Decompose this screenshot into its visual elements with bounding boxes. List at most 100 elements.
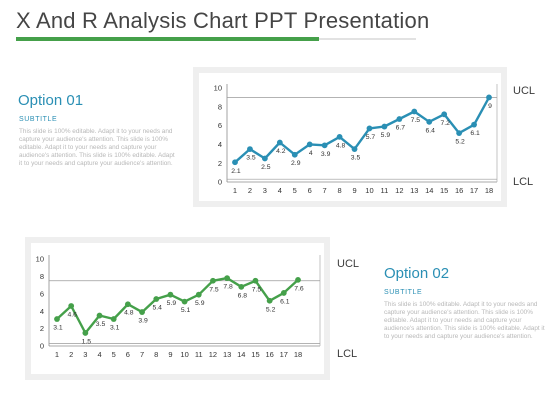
data-label: 3.9 [138,318,148,325]
chart-1-lcl-label: LCL [513,176,534,188]
x-tick-label: 9 [168,350,172,359]
option-2-subtitle: SUBTITLE [384,289,423,296]
x-tick-label: 13 [223,350,231,359]
x-tick-label: 14 [425,186,433,195]
data-point [181,298,188,305]
series-line [56,276,299,335]
x-tick-label: 17 [280,350,288,359]
y-tick-label: 8 [40,272,44,281]
x-tick-label: 3 [263,186,267,195]
data-point [411,108,418,115]
option-1-body: This slide is 100% editable. Adapt it to… [19,128,175,168]
title-accent-bar [16,37,319,41]
data-point [306,141,313,148]
series-line [234,96,491,164]
data-label: 5.1 [181,307,191,314]
chart-2-lcl-label: LCL [337,348,358,360]
x-tick-label: 17 [470,186,478,195]
x-tick-label: 4 [97,350,101,359]
data-point [366,125,373,132]
data-point [238,283,245,290]
data-label: 2.9 [291,160,301,167]
data-label: 3.9 [321,151,331,158]
data-point [167,291,174,298]
data-label: 4.8 [124,310,134,317]
data-point [291,151,298,158]
data-point [426,118,433,125]
chart-1-card: 0 2 4 6 8 10 1 2 3 4 5 6 7 8 9 10 11 12 13 14 15 16 17 18 2.1 3.5… [193,67,507,207]
data-label: 6.7 [396,125,406,132]
data-label: 6.8 [238,292,248,299]
data-point [82,330,89,336]
data-point [68,303,75,309]
y-tick-label: 0 [218,178,222,187]
data-label: 5.9 [167,300,177,307]
option-2-body: This slide is 100% editable. Adapt it to… [384,301,545,341]
data-point [139,309,145,315]
data-point [252,277,259,284]
x-tick-label: 18 [294,350,302,359]
data-point [124,301,131,308]
data-label: 3.5 [96,321,106,328]
y-tick-label: 4 [40,307,44,316]
data-point [336,133,343,140]
data-point [486,94,492,101]
x-tick-label: 15 [440,186,448,195]
data-label: 2.5 [261,164,271,171]
data-label: 7.5 [209,286,219,293]
chart-2-panel: 0 2 4 6 8 10 1 2 3 4 5 6 7 8 9 10 11 12 13 14 15 16 17 18 3.1 4.6… [31,243,324,374]
data-label: 7.5 [252,286,262,293]
x-tick-label: 4 [278,186,282,195]
y-tick-label: 8 [218,102,222,111]
x-tick-label: 5 [293,186,297,195]
x-tick-label: 7 [323,186,327,195]
data-point [321,142,328,149]
data-label: 7.5 [411,117,421,124]
x-tick-label: 3 [83,350,87,359]
data-label: 9 [488,103,492,110]
chart-1-ucl-label: UCL [513,85,536,97]
data-point [195,291,202,298]
data-label: 5.7 [366,134,376,141]
page-title: X And R Analysis Chart PPT Presentation [16,8,430,33]
data-point [266,297,273,304]
x-tick-label: 6 [308,186,312,195]
option-2-title: Option 02 [384,265,450,282]
data-label: 3.1 [53,325,63,332]
x-tick-label: 9 [352,186,356,195]
data-label: 4.2 [276,148,286,155]
y-tick-label: 6 [40,289,44,298]
data-label: 2.1 [231,168,241,175]
data-point [456,130,463,137]
data-label: 5.2 [455,139,465,146]
data-label: 7.8 [223,284,233,291]
y-tick-label: 10 [214,84,222,93]
data-point [276,139,283,146]
x-tick-label: 10 [365,186,373,195]
x-tick-label: 13 [410,186,418,195]
data-label: 1.5 [82,338,92,345]
data-point [110,316,117,322]
data-point [153,296,160,302]
data-point [232,159,238,166]
y-tick-label: 4 [218,140,222,149]
y-tick-label: 2 [40,324,44,333]
x-tick-label: 14 [237,350,245,359]
data-label: 3.1 [110,325,120,332]
data-label: 6.4 [426,127,436,134]
x-tick-label: 11 [381,186,389,195]
x-tick-label: 8 [338,186,342,195]
data-point [261,155,268,162]
x-tick-label: 2 [248,186,252,195]
data-label: 4.6 [67,311,77,318]
data-point [381,123,388,130]
data-point [224,275,231,282]
data-label: 7.6 [294,285,304,292]
x-tick-label: 16 [455,186,463,195]
data-label: 5.4 [153,305,163,312]
x-tick-label: 7 [140,350,144,359]
data-point [96,312,103,319]
x-tick-label: 1 [55,350,59,359]
